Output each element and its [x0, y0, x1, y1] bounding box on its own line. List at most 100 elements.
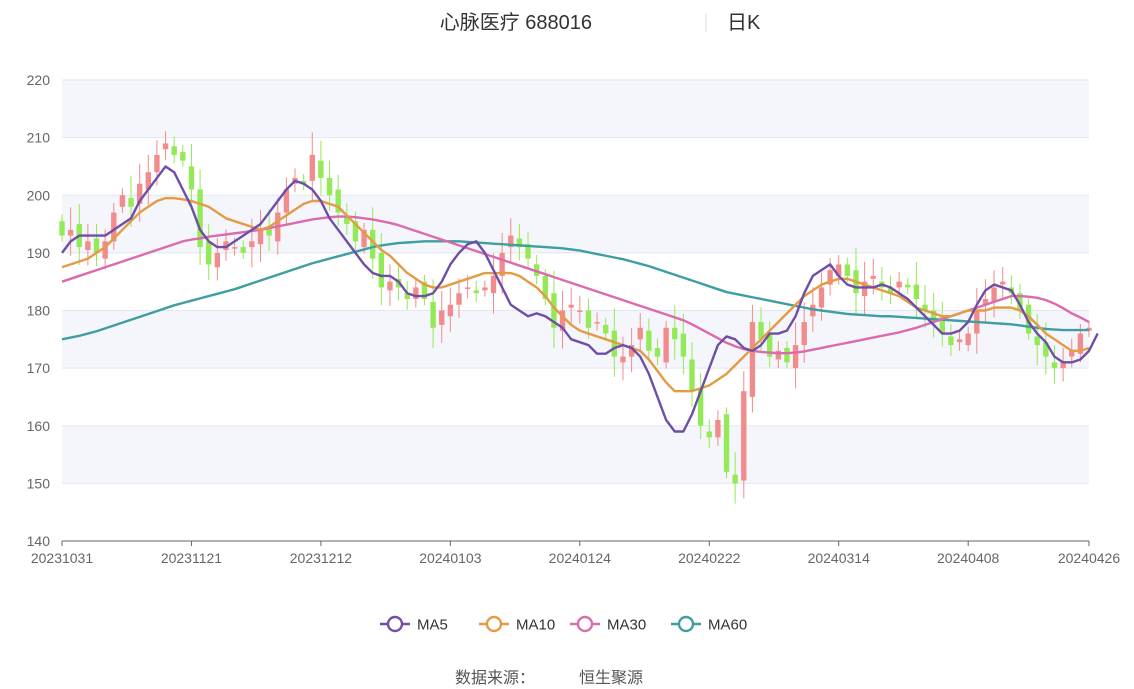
candle-body	[1077, 333, 1084, 354]
candle	[1000, 266, 1006, 298]
candle-body	[861, 281, 868, 297]
candle	[913, 262, 920, 320]
candle	[965, 326, 971, 352]
candle-body	[1069, 350, 1075, 357]
chart-title: 心脉医疗 688016 日K	[440, 11, 761, 34]
candle	[344, 203, 350, 235]
candle	[525, 232, 531, 270]
candle-body	[697, 388, 704, 426]
candle	[948, 324, 954, 356]
candle	[672, 305, 678, 360]
candle	[326, 160, 333, 211]
x-axis: 20231031 20231121 20231212 20240103 20240124…	[31, 540, 1120, 566]
candle	[930, 293, 937, 338]
legend[interactable]: MA5 MA10 MA30 MA60	[380, 615, 747, 634]
candle-body	[715, 419, 721, 438]
candle	[887, 275, 894, 305]
legend-marker-icon	[386, 615, 404, 633]
candle-body	[257, 229, 264, 245]
candle	[568, 287, 574, 324]
candle-body	[913, 284, 920, 299]
candle-body	[145, 172, 151, 190]
candle-body	[413, 287, 419, 299]
candle-body	[180, 152, 186, 161]
legend-marker-icon	[576, 615, 594, 633]
candle-body	[1043, 342, 1049, 357]
candle	[421, 274, 428, 306]
x-tick-label: 20231121	[161, 550, 222, 566]
candle-body	[516, 238, 523, 248]
candle	[637, 313, 643, 353]
candle-body	[585, 310, 592, 328]
candle	[490, 253, 497, 314]
candle-body	[948, 336, 954, 346]
candle	[439, 290, 445, 343]
candle-body	[335, 189, 341, 213]
candle	[654, 338, 661, 366]
candle-body	[482, 287, 488, 291]
candle-body	[464, 287, 471, 289]
chart-title-stock: 心脉医疗 688016	[440, 11, 592, 34]
grid-band	[62, 425, 1089, 484]
x-tick-label: 20231031	[31, 550, 94, 566]
source-value: 恒生聚源	[579, 669, 643, 687]
candle-body	[603, 324, 609, 334]
candle	[300, 173, 307, 190]
candle-body	[1025, 304, 1032, 334]
x-tick-label: 20240124	[549, 550, 612, 566]
candle-body	[197, 189, 203, 248]
candle-body	[508, 235, 514, 248]
legend-item-ma10[interactable]: MA10	[479, 615, 555, 634]
candle-body	[370, 229, 376, 259]
legend-label: MA30	[607, 617, 646, 634]
candle	[266, 209, 272, 252]
candle-body	[119, 195, 126, 207]
plot-background	[62, 80, 1089, 484]
candle	[1060, 347, 1066, 382]
candle	[628, 327, 635, 373]
y-tick-label: 220	[27, 72, 51, 88]
candle	[732, 452, 738, 504]
candle-body	[887, 287, 894, 294]
candle	[162, 131, 169, 161]
candle	[240, 240, 246, 260]
candle	[456, 278, 462, 318]
candle-body	[594, 322, 600, 324]
candle-body	[568, 304, 574, 308]
y-tick-label: 200	[27, 187, 51, 203]
candle	[991, 270, 997, 318]
candle-body	[689, 359, 695, 392]
candle-body	[741, 391, 747, 481]
candle-body	[818, 287, 825, 308]
candle-body	[1017, 293, 1023, 311]
candle-body	[206, 241, 212, 265]
candle-body	[905, 284, 911, 288]
legend-item-ma60[interactable]: MA60	[671, 615, 747, 634]
candle	[603, 317, 609, 340]
candle	[784, 341, 790, 369]
candle-body	[102, 241, 108, 259]
legend-item-ma5[interactable]: MA5	[380, 615, 448, 634]
candle-body	[326, 177, 333, 196]
candle	[1051, 345, 1058, 384]
candle-body	[620, 356, 626, 363]
candle	[922, 284, 928, 329]
candle-body	[59, 221, 65, 236]
candle	[1034, 313, 1040, 366]
candle-body	[162, 143, 169, 150]
legend-item-ma30[interactable]: MA30	[570, 615, 646, 634]
candle-body	[525, 244, 531, 259]
candle-body	[991, 287, 997, 302]
source-label: 数据来源：	[455, 669, 535, 687]
ma30-line	[61, 215, 1090, 355]
candle-body	[542, 275, 548, 299]
candle	[680, 313, 687, 375]
candle	[1017, 283, 1023, 320]
candle	[180, 145, 186, 167]
candle-body	[956, 339, 963, 343]
candle	[741, 371, 747, 499]
y-tick-label: 140	[27, 533, 51, 549]
x-tick-label: 20240103	[419, 550, 482, 566]
legend-marker-icon	[485, 615, 503, 633]
